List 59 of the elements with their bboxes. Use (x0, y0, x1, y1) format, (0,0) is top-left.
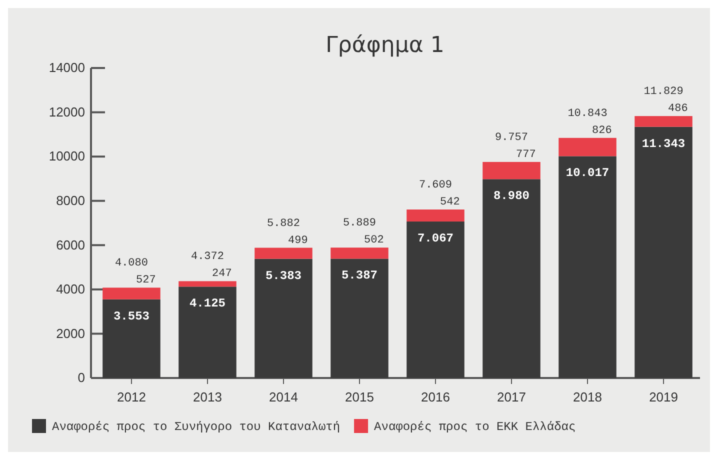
bar (102, 288, 160, 300)
total-label: 5.882 (266, 218, 300, 230)
bar (178, 281, 236, 287)
y-tick-label: 4000 (56, 282, 85, 297)
bar (558, 138, 616, 156)
x-tick-label: 2012 (117, 389, 146, 404)
data-label: 499 (288, 234, 308, 247)
total-label: 9.757 (495, 132, 528, 144)
bar (482, 162, 540, 180)
bar (482, 179, 540, 378)
bar (406, 222, 464, 378)
data-label: 542 (440, 196, 460, 209)
bar (254, 258, 312, 378)
data-label: 502 (364, 234, 384, 247)
y-tick-label: 14000 (48, 60, 85, 76)
total-label: 4.372 (190, 251, 224, 264)
data-label: 11.343 (642, 136, 686, 151)
y-tick-label: 6000 (56, 237, 85, 252)
total-label: 7.609 (418, 180, 452, 192)
data-label: 7.067 (417, 232, 454, 246)
y-tick-label: 10000 (48, 148, 85, 164)
bar (634, 116, 692, 127)
data-label: 4.125 (189, 296, 226, 311)
legend-label: Αναφορές προς το ΕΚΚ Ελλάδας (374, 420, 576, 434)
bar (102, 299, 160, 378)
data-label: 5.387 (341, 268, 378, 283)
data-label: 3.553 (113, 309, 150, 324)
legend-label: Αναφορές προς το Συνήγορο του Καταναλωτή (52, 420, 340, 434)
total-label: 5.889 (342, 218, 376, 230)
total-label: 11.829 (644, 86, 684, 98)
data-label: 5.383 (265, 268, 302, 283)
y-tick-label: 8000 (56, 193, 85, 208)
x-tick-label: 2014 (269, 389, 298, 404)
bar (178, 286, 236, 378)
x-tick-label: 2016 (421, 389, 450, 404)
total-label: 4.080 (114, 258, 148, 270)
data-label: 8.980 (494, 189, 530, 204)
y-tick-label: 12000 (48, 104, 85, 120)
data-label: 527 (136, 274, 156, 287)
y-tick-label: 2000 (56, 326, 85, 341)
data-label: 826 (592, 124, 612, 137)
x-tick-label: 2017 (497, 389, 526, 404)
bar (634, 126, 692, 378)
bar (330, 258, 388, 378)
y-tick-label: 0 (78, 370, 85, 386)
chart-title: Γράφημα 1 (326, 33, 444, 58)
x-tick-label: 2015 (345, 389, 374, 404)
x-tick-label: 2018 (573, 389, 602, 404)
x-tick-label: 2013 (193, 389, 222, 404)
data-label: 486 (668, 103, 688, 116)
bar (558, 156, 616, 378)
data-label: 247 (212, 268, 232, 280)
total-label: 10.843 (568, 108, 608, 120)
bar (406, 210, 464, 222)
bar (254, 248, 312, 259)
bar (330, 248, 388, 259)
x-tick-label: 2019 (649, 389, 678, 404)
data-label: 777 (516, 148, 536, 161)
data-label: 10.017 (566, 166, 610, 180)
